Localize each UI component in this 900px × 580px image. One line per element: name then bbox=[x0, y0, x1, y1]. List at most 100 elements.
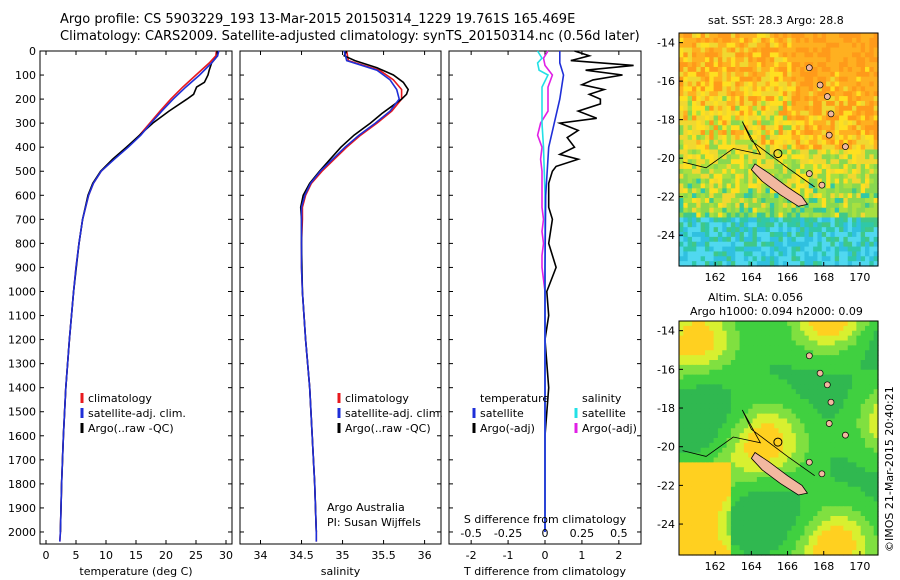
island-sst_map-6 bbox=[818, 181, 826, 189]
diff-legend-t-label-0: satellite bbox=[480, 407, 524, 420]
map-x-tick-label-sst_map-168: 168 bbox=[813, 271, 834, 284]
x-tick-label-salinity-35: 35 bbox=[336, 549, 350, 562]
x-axis-label-temperature: temperature (deg C) bbox=[79, 565, 192, 578]
title-line-1: Argo profile: CS 5903229_193 13-Mar-2015… bbox=[60, 12, 576, 27]
map-x-tick-label-sst_map-164: 164 bbox=[741, 271, 762, 284]
x-tick-label-temperature-15: 15 bbox=[129, 549, 143, 562]
x-tick-label-temperature-5: 5 bbox=[73, 549, 80, 562]
x-axis-label-salinity: salinity bbox=[321, 565, 361, 578]
map-x-tick-label-sla_map-170: 170 bbox=[849, 560, 870, 573]
depth-tick-label-1300: 1300 bbox=[8, 358, 36, 371]
x-tick-label-difference--2: -2 bbox=[466, 549, 477, 562]
diff-legend-header-s: salinity bbox=[582, 392, 622, 405]
island-sst_map-0 bbox=[805, 64, 813, 72]
island-sla_map-4 bbox=[842, 431, 849, 439]
island-sst_map-4 bbox=[842, 143, 849, 150]
panel-frame-salinity bbox=[239, 50, 442, 545]
depth-tick-label-500: 500 bbox=[15, 165, 36, 178]
map-y-tick-label-sst_map--14: -14 bbox=[657, 37, 675, 50]
depth-tick-label-0: 0 bbox=[29, 45, 36, 58]
temp-line-satellite bbox=[59, 50, 220, 542]
map-x-tick-label-sst_map-162: 162 bbox=[705, 271, 726, 284]
x-tick-label-salinity-35.5: 35.5 bbox=[371, 549, 396, 562]
map-y-tick-label-sst_map--22: -22 bbox=[657, 191, 675, 204]
sal-line-satellite bbox=[300, 50, 401, 542]
map-y-tick-label-sst_map--20: -20 bbox=[657, 152, 675, 165]
x-tick-label-difference-2: 2 bbox=[615, 549, 622, 562]
s-tick-label-1: -0.25 bbox=[494, 527, 522, 540]
depth-tick-label-1100: 1100 bbox=[8, 310, 36, 323]
depth-tick-label-1500: 1500 bbox=[8, 406, 36, 419]
island-sla_map-5 bbox=[805, 458, 813, 466]
x-tick-label-difference-1: 1 bbox=[578, 549, 585, 562]
map-x-tick-label-sla_map-162: 162 bbox=[705, 560, 726, 573]
island-new-caledonia bbox=[750, 163, 809, 207]
map-y-tick-label-sst_map--16: -16 bbox=[657, 75, 675, 88]
s-tick-label-2: 0 bbox=[542, 527, 549, 540]
map-x-tick-label-sla_map-168: 168 bbox=[813, 560, 834, 573]
s-tick-label-0: -0.5 bbox=[460, 527, 481, 540]
diff-legend-t-label-1: Argo(-adj) bbox=[480, 422, 535, 435]
island-sst_map-7 bbox=[825, 131, 833, 139]
diff-legend-s-label-0: satellite bbox=[582, 407, 626, 420]
depth-tick-label-400: 400 bbox=[15, 141, 36, 154]
map-sst_map bbox=[679, 33, 879, 267]
map-y-tick-label-sla_map--16: -16 bbox=[657, 363, 675, 376]
map-y-tick-label-sla_map--18: -18 bbox=[657, 402, 675, 415]
x-tick-label-temperature-30: 30 bbox=[219, 549, 233, 562]
map-y-tick-label-sla_map--22: -22 bbox=[657, 479, 675, 492]
diff-line-s-argo bbox=[536, 50, 554, 532]
island-sla_map-3 bbox=[827, 398, 835, 406]
x-tick-label-temperature-20: 20 bbox=[159, 549, 173, 562]
x-tick-label-temperature-25: 25 bbox=[189, 549, 203, 562]
sal-legend-label-2: Argo(..raw -QC) bbox=[345, 422, 431, 435]
temp-line-argo bbox=[59, 50, 219, 533]
depth-tick-label-900: 900 bbox=[15, 261, 36, 274]
sal-line-argo bbox=[299, 50, 410, 533]
footer-credit: ©IMOS 21-Mar-2015 20:40:21 bbox=[883, 386, 896, 552]
x-tick-label-difference--1: -1 bbox=[503, 549, 514, 562]
map-y-tick-label-sla_map--24: -24 bbox=[657, 518, 675, 531]
map-y-tick-label-sst_map--18: -18 bbox=[657, 114, 675, 127]
panel-frame-temperature bbox=[39, 50, 233, 545]
depth-tick-label-1900: 1900 bbox=[8, 502, 36, 515]
x-tick-label-salinity-34.5: 34.5 bbox=[289, 549, 314, 562]
sal-annotation-1: PI: Susan Wijffels bbox=[327, 516, 421, 529]
map-sla_map bbox=[679, 321, 879, 556]
x-tick-label-salinity-34: 34 bbox=[254, 549, 268, 562]
sla-map-title: Altim. SLA: 0.056 bbox=[708, 291, 804, 304]
reef-contour-sst_map bbox=[682, 121, 815, 188]
island-sla_map-6 bbox=[818, 470, 826, 478]
argo-position-marker-sst_map bbox=[773, 149, 783, 159]
temp-line-climatology bbox=[59, 50, 218, 542]
depth-tick-label-800: 800 bbox=[15, 237, 36, 250]
x-tick-label-temperature-0: 0 bbox=[43, 549, 50, 562]
depth-tick-label-1700: 1700 bbox=[8, 454, 36, 467]
depth-tick-label-1200: 1200 bbox=[8, 334, 36, 347]
sal-legend-label-1: satellite-adj. clim. bbox=[345, 407, 443, 420]
diff-legend-header-t: temperature bbox=[480, 392, 549, 405]
depth-tick-label-100: 100 bbox=[15, 69, 36, 82]
title-line-2: Climatology: CARS2009. Satellite-adjuste… bbox=[60, 29, 640, 44]
depth-tick-label-1400: 1400 bbox=[8, 382, 36, 395]
depth-tick-label-1000: 1000 bbox=[8, 285, 36, 298]
island-sla_map-0 bbox=[805, 352, 813, 360]
depth-tick-label-1600: 1600 bbox=[8, 430, 36, 443]
island-sst_map-2 bbox=[823, 93, 831, 100]
depth-tick-label-200: 200 bbox=[15, 93, 36, 106]
sal-annotation-0: Argo Australia bbox=[327, 501, 405, 514]
diff-legend-s-label-1: Argo(-adj) bbox=[582, 422, 637, 435]
reef-contour-sla_map bbox=[682, 409, 815, 477]
island-sst_map-5 bbox=[805, 170, 813, 177]
island-sla_map-7 bbox=[825, 420, 833, 427]
map-x-tick-label-sla_map-164: 164 bbox=[741, 560, 762, 573]
depth-tick-label-2000: 2000 bbox=[8, 526, 36, 539]
depth-tick-label-700: 700 bbox=[15, 213, 36, 226]
depth-tick-label-600: 600 bbox=[15, 189, 36, 202]
map-x-tick-label-sst_map-170: 170 bbox=[849, 271, 870, 284]
x-tick-label-difference-0: 0 bbox=[542, 549, 549, 562]
island-sst_map-3 bbox=[827, 110, 835, 118]
sal-line-climatology bbox=[300, 50, 403, 542]
map-y-tick-label-sst_map--24: -24 bbox=[657, 229, 675, 242]
sal-legend-label-0: climatology bbox=[345, 392, 409, 405]
